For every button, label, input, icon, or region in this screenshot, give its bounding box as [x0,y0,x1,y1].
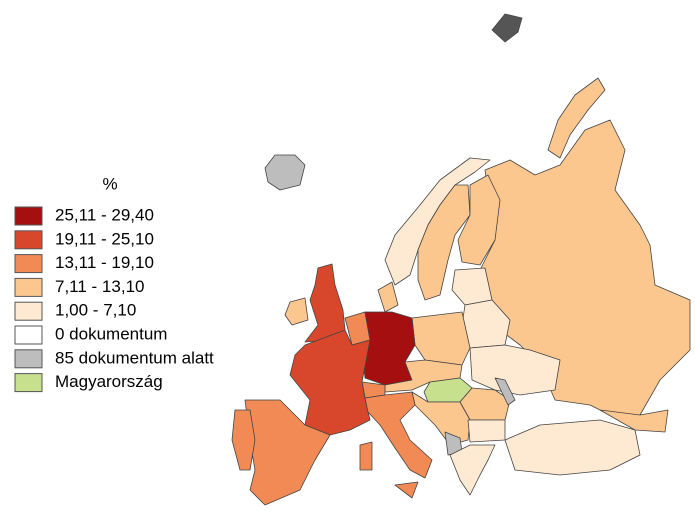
sicily [394,481,419,499]
legend-swatch [14,277,43,297]
finland [457,174,501,266]
denmark [377,281,399,313]
sweden [417,184,471,301]
legend-swatch [14,373,43,393]
baltics [451,267,493,306]
legend-label: 1,00 - 7,10 [55,301,136,320]
legend-swatch [14,301,43,321]
novaya-zemlya [547,77,606,159]
turkey [504,419,641,476]
legend-label: 25,11 - 29,40 [55,205,154,224]
legend-swatch [14,254,43,274]
map [231,13,691,506]
svalbard [491,13,523,43]
legend-title: % [102,174,117,193]
iceland [264,154,306,191]
legend-label: 85 dokumentum alatt [55,348,214,367]
bulgaria [467,419,506,443]
legend-swatch [14,325,43,345]
sardinia [359,441,373,471]
legend-label: 19,11 - 25,10 [55,229,154,248]
portugal [231,409,256,471]
italy [364,391,433,479]
moldova [494,377,516,406]
central-europe [384,359,463,393]
ukraine [469,344,561,396]
legend-label: 13,11 - 19,10 [55,253,154,272]
france [289,329,371,436]
legend-label: Magyarország [55,372,163,391]
legend-swatch [14,230,43,250]
united-kingdom [304,263,346,343]
norway [384,157,491,286]
legend-swatch [14,206,43,226]
balkans [411,391,471,446]
poland [411,311,471,366]
legend-label: 7,11 - 13,10 [55,277,144,296]
legend-label: 0 dokumentum [55,324,167,343]
caucasus [599,409,669,433]
spain [244,399,331,506]
greece [449,444,496,496]
ireland [284,297,309,326]
legend-swatch [14,349,43,369]
germany [361,311,416,386]
legend: % 25,11 - 29,40 19,11 - 25,10 13,11 - 19,1… [14,174,214,393]
